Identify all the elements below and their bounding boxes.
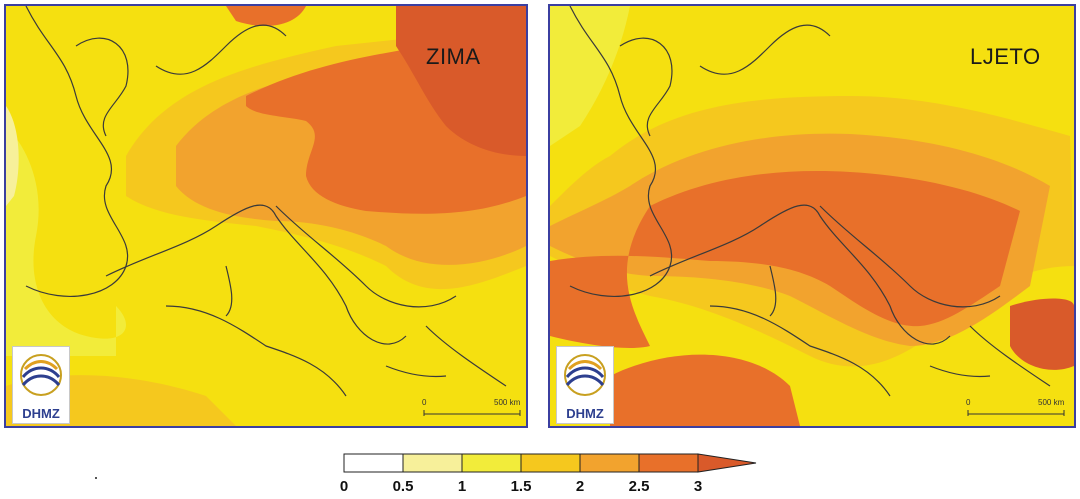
legend-tick-label: 1.5 (510, 478, 532, 495)
legend-segment-2 (461, 453, 522, 473)
legend-bar (343, 453, 757, 473)
legend-tick-label: 0 (339, 478, 349, 495)
scale-end-label: 500 km (1038, 398, 1065, 407)
legend-tick-label: 0.5 (392, 478, 414, 495)
legend-segment-0 (343, 453, 404, 473)
winter-season-label: ZIMA (426, 44, 481, 69)
legend-segment-4 (579, 453, 640, 473)
summer-map (550, 6, 1074, 426)
winter-zone-west (6, 126, 126, 356)
summer-zone-3-east (1010, 298, 1074, 370)
summer-map-panel: LJETO DHMZ 0 500 km (548, 4, 1076, 428)
summer-coastlines (569, 6, 1051, 397)
legend-overflow-arrow (697, 453, 757, 473)
legend-tick-label: 3 (693, 478, 703, 495)
summer-zone-2-5 (550, 171, 1020, 348)
legend-tick-label: 1 (457, 478, 467, 495)
dhmz-logo-emblem (20, 354, 62, 396)
scale-bar-line (967, 410, 1065, 416)
legend-segment-3 (520, 453, 581, 473)
winter-zone-3-north (226, 6, 306, 26)
legend-tick-label: 2.5 (628, 478, 650, 495)
scale-start-label: 0 (422, 398, 427, 407)
dhmz-logo-text: DHMZ (22, 406, 60, 421)
dhmz-logo-emblem (564, 354, 606, 396)
dhmz-logo: DHMZ (12, 346, 70, 424)
summer-scale-bar: 0 500 km (966, 398, 1066, 418)
dhmz-logo-text: DHMZ (566, 406, 604, 421)
color-legend: 0 0.5 1 1.5 2 2.5 3 (340, 450, 760, 496)
summer-zone-3-south (610, 354, 800, 426)
legend-segment-1 (402, 453, 463, 473)
scale-bar-line (423, 410, 521, 416)
dhmz-logo: DHMZ (556, 346, 614, 424)
scale-start-label: 0 (966, 398, 971, 407)
winter-zone-3 (396, 6, 526, 156)
winter-zone-west-light (6, 106, 19, 206)
winter-scale-bar: 0 500 km (422, 398, 522, 418)
winter-map-panel: ZIMA DHMZ 0 500 km (4, 4, 528, 428)
summer-season-label: LJETO (970, 44, 1041, 69)
legend-segment-5 (638, 453, 699, 473)
scale-end-label: 500 km (494, 398, 521, 407)
summer-zone-west-light (550, 6, 630, 146)
winter-coastlines (25, 6, 507, 397)
stray-dot (95, 477, 97, 479)
legend-tick-label: 2 (575, 478, 585, 495)
